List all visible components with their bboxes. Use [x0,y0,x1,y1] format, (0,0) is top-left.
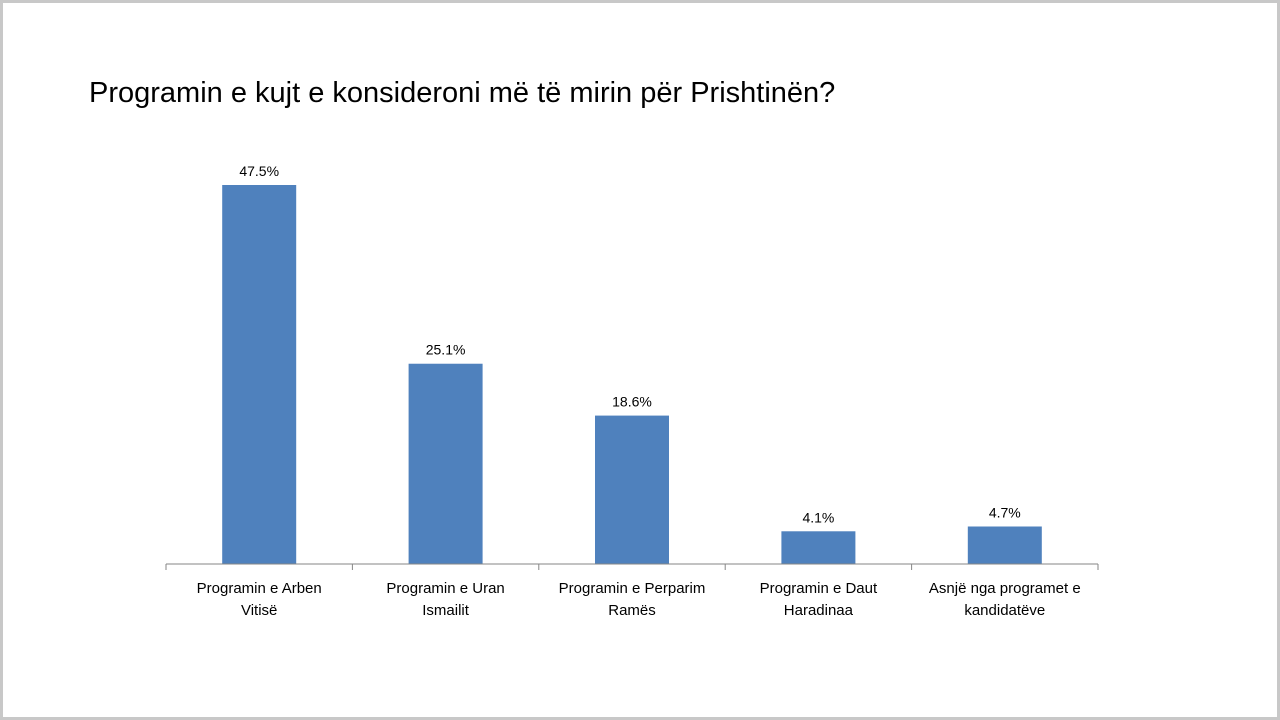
bar [967,526,1042,564]
category-label: Programin e Perparim [559,580,706,597]
data-label: 4.7% [989,504,1021,520]
bar [408,363,483,564]
category-label: Haradinaa [784,602,854,619]
category-label: Ismailit [422,602,470,619]
data-label: 47.5% [239,163,279,179]
category-label: Asnjë nga programet e [929,580,1081,597]
bar-chart: 47.5% Programin e Arben Vitisë 25.1% Program… [165,163,1099,619]
category-label: Programin e Uran [386,580,504,597]
category-label: Programin e Daut [760,580,878,597]
category-label: kandidatëve [964,602,1045,619]
bar [595,415,669,564]
category-label: Ramës [608,602,656,619]
labels-layer: 47.5% Programin e Arben Vitisë 25.1% Program… [197,163,1081,619]
data-label: 18.6% [612,394,652,410]
chart-title: Programin e kujt e konsideroni më të mir… [89,77,836,109]
bar [781,531,856,564]
data-label: 25.1% [426,342,466,358]
category-label: Vitisë [241,602,277,619]
category-label: Programin e Arben [197,580,322,597]
bars-layer [222,185,1042,564]
x-axis [165,563,1099,570]
bar [222,185,297,564]
data-label: 4.1% [802,509,834,525]
